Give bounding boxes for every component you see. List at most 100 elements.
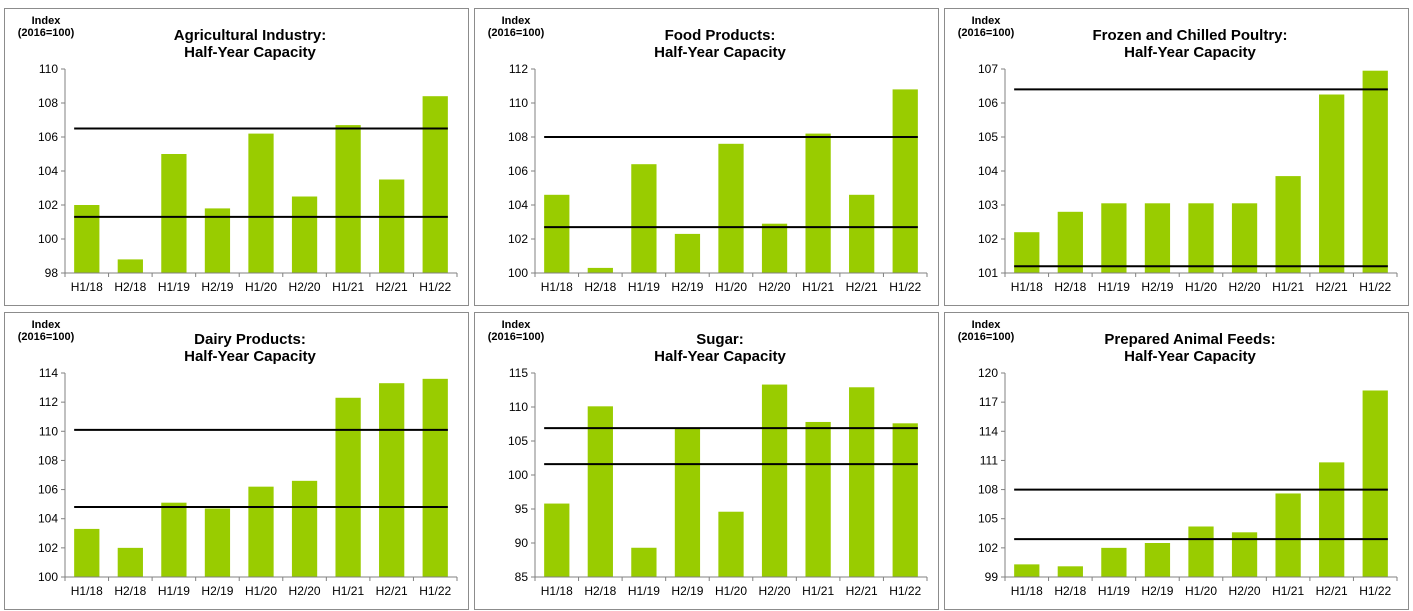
bar xyxy=(117,259,143,273)
x-tick-label: H2/19 xyxy=(671,584,703,598)
x-tick-label: H1/20 xyxy=(1185,584,1217,598)
x-tick-label: H1/19 xyxy=(628,280,660,294)
y-tick-label: 102 xyxy=(38,541,58,555)
y-tick-label: 105 xyxy=(978,512,998,526)
x-tick-label: H2/20 xyxy=(1229,584,1261,598)
bar xyxy=(422,96,448,273)
y-tick-label: 95 xyxy=(515,502,529,516)
x-tick-label: H2/19 xyxy=(671,280,703,294)
y-axis-label-line-2: (2016=100) xyxy=(487,27,545,39)
y-tick-label: 108 xyxy=(38,453,58,467)
bar xyxy=(1057,566,1083,577)
x-tick-label: H2/20 xyxy=(289,584,321,598)
bar xyxy=(248,486,274,577)
bar xyxy=(892,89,918,274)
bar xyxy=(631,164,657,273)
bar-chart-svg: 101 102 103 104 105 106 107 H1/18 H2/18 H1/19 H2/1… xyxy=(978,62,1398,294)
y-axis-label-line-1: Index xyxy=(501,319,531,331)
chart-title: Food Products: Half-Year Capacity xyxy=(575,27,865,61)
bar xyxy=(805,133,831,273)
bar xyxy=(74,205,100,273)
bar xyxy=(1319,462,1345,577)
bar-chart-svg: 100 102 104 106 108 110 112 H1/18 H2/18 H1/19 H2/1… xyxy=(508,62,928,294)
y-axis-label-line-1: Index xyxy=(31,15,61,27)
bar-chart-svg: 100 102 104 106 108 110 112 114 H1/18 H2/18 H1/19 H… xyxy=(38,366,458,598)
bar xyxy=(161,502,187,577)
y-axis-label-line-1: Index xyxy=(501,15,531,27)
bar xyxy=(379,179,405,273)
bar-chart-svg: 98 100 102 104 106 108 110 H1/18 H2/18 H1/19 H2/19… xyxy=(38,62,458,294)
x-tick-label: H2/19 xyxy=(1141,584,1173,598)
y-axis-label-line-1: Index xyxy=(971,319,1001,331)
y-axis-label: Index (2016=100) xyxy=(955,319,1017,343)
x-tick-label: H2/20 xyxy=(759,584,791,598)
x-tick-label: H1/21 xyxy=(1272,584,1304,598)
y-axis-label-line-2: (2016=100) xyxy=(957,27,1015,39)
y-axis-label-line-2: (2016=100) xyxy=(17,27,75,39)
y-tick-label: 100 xyxy=(38,570,58,584)
y-tick-label: 103 xyxy=(978,198,998,212)
y-tick-label: 110 xyxy=(39,424,58,438)
bar xyxy=(674,428,701,577)
x-tick-label: H2/19 xyxy=(201,280,233,294)
y-tick-label: 110 xyxy=(39,62,58,76)
chart-subtitle: Half-Year Capacity xyxy=(1124,348,1256,365)
y-axis-label-line-2: (2016=100) xyxy=(957,331,1015,343)
x-tick-label: H2/21 xyxy=(376,280,408,294)
chart-subtitle: Half-Year Capacity xyxy=(654,348,786,365)
x-tick-label: H1/18 xyxy=(1011,280,1043,294)
y-tick-label: 102 xyxy=(38,198,58,212)
y-tick-label: 114 xyxy=(979,424,998,438)
bar xyxy=(544,503,570,577)
x-tick-label: H1/20 xyxy=(715,280,747,294)
y-tick-label: 107 xyxy=(978,62,998,76)
x-tick-label: H1/21 xyxy=(1272,280,1304,294)
bar xyxy=(248,133,274,273)
x-tick-label: H1/19 xyxy=(1098,280,1130,294)
y-tick-label: 104 xyxy=(978,164,998,178)
y-tick-label: 98 xyxy=(45,266,59,280)
x-tick-label: H2/18 xyxy=(114,584,146,598)
bar xyxy=(631,547,657,577)
y-tick-label: 90 xyxy=(515,536,529,550)
bar xyxy=(718,143,744,273)
x-tick-label: H1/22 xyxy=(889,280,921,294)
bar xyxy=(1101,547,1127,577)
y-tick-label: 102 xyxy=(978,232,998,246)
x-tick-label: H1/18 xyxy=(71,584,103,598)
bar xyxy=(204,208,231,273)
x-tick-label: H1/21 xyxy=(332,584,364,598)
y-axis-label-line-1: Index xyxy=(31,319,61,331)
x-tick-label: H1/22 xyxy=(419,584,451,598)
y-tick-label: 100 xyxy=(38,232,58,246)
chart-panel-frozen-chilled-poultry: Index (2016=100) Frozen and Chilled Poul… xyxy=(944,8,1409,306)
y-axis-label: Index (2016=100) xyxy=(485,15,547,39)
bar xyxy=(379,383,405,577)
y-axis-label: Index (2016=100) xyxy=(955,15,1017,39)
x-tick-label: H1/19 xyxy=(1098,584,1130,598)
bar xyxy=(849,387,875,577)
y-tick-label: 117 xyxy=(979,395,998,409)
y-tick-label: 102 xyxy=(508,232,528,246)
y-tick-label: 104 xyxy=(508,198,528,212)
x-tick-label: H2/18 xyxy=(584,584,616,598)
x-tick-label: H1/18 xyxy=(541,280,573,294)
bar xyxy=(1014,564,1040,577)
x-tick-label: H1/21 xyxy=(332,280,364,294)
bar xyxy=(1319,94,1345,273)
x-tick-label: H2/21 xyxy=(376,584,408,598)
bar xyxy=(1144,203,1171,273)
bar xyxy=(117,547,143,577)
x-tick-label: H1/19 xyxy=(628,584,660,598)
x-tick-label: H1/20 xyxy=(715,584,747,598)
y-tick-label: 112 xyxy=(509,62,528,76)
bar xyxy=(204,508,231,577)
chart-panel-sugar: Index (2016=100) Sugar: Half-Year Capaci… xyxy=(474,312,939,610)
chart-title: Agricultural Industry: Half-Year Capacit… xyxy=(105,27,395,61)
x-tick-label: H1/22 xyxy=(419,280,451,294)
chart-title-line-1: Prepared Animal Feeds: xyxy=(1104,331,1276,348)
y-tick-label: 104 xyxy=(38,512,58,526)
x-tick-label: H1/20 xyxy=(1185,280,1217,294)
bar xyxy=(291,196,318,273)
chart-panel-food-products: Index (2016=100) Food Products: Half-Yea… xyxy=(474,8,939,306)
